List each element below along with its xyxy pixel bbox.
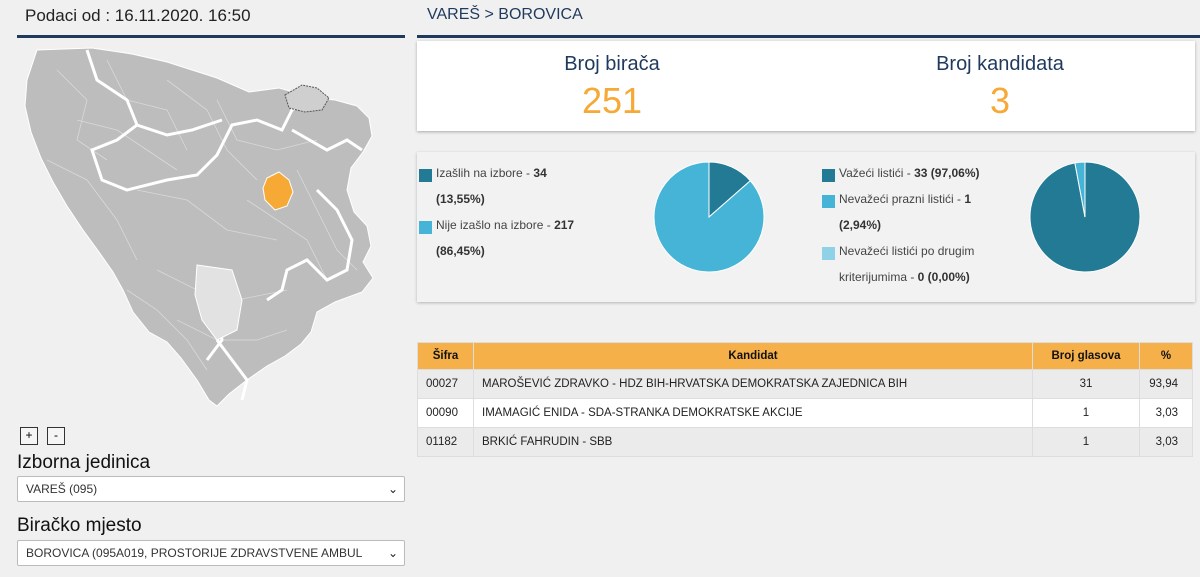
- cell-candidate: MAROŠEVIĆ ZDRAVKO - HDZ BIH-HRVATSKA DEM…: [473, 369, 1033, 399]
- cell-candidate: BRKIĆ FAHRUDIN - SBB: [473, 427, 1033, 457]
- legend-pct: (2,94%): [839, 218, 882, 232]
- biracko-mjesto-label: Biračko mjesto: [17, 515, 142, 536]
- legend-swatch: [822, 169, 835, 182]
- cell-votes: 1: [1032, 427, 1140, 457]
- column-header[interactable]: %: [1139, 342, 1193, 370]
- turnout-slice-1[interactable]: [653, 161, 765, 273]
- zoom-out-button[interactable]: -: [47, 427, 65, 445]
- biracko-mjesto-value: BOROVICA (095A019, PROSTORIJE ZDRAVSTVEN…: [26, 546, 363, 560]
- date-header: Podaci od : 16.11.2020. 16:50: [17, 0, 405, 38]
- biracko-mjesto-select[interactable]: BOROVICA (095A019, PROSTORIJE ZDRAVSTVEN…: [17, 540, 405, 566]
- table-row[interactable]: 00090 IMAMAGIĆ ENIDA - SDA-STRANKA DEMOK…: [417, 398, 1193, 428]
- legend-swatch: [822, 247, 835, 260]
- legend-value: 34: [533, 166, 547, 180]
- breadcrumb: VAREŠ > BOROVICA: [417, 0, 1200, 38]
- izborna-jedinica-select[interactable]: VAREŠ (095) ⌄: [17, 476, 405, 502]
- voters-label: Broj birača: [564, 53, 660, 75]
- candidates-label: Broj kandidata: [936, 53, 1064, 75]
- legend-item-valid[interactable]: Važeći listići - 33 (97,06%): [822, 160, 1022, 186]
- map-region-light[interactable]: [194, 264, 243, 341]
- pie-panel: Izašlih na izbore - 34 (13,55%) Nije iza…: [417, 152, 1195, 302]
- results-table: Šifra Kandidat Broj glasova % 00027 MARO…: [417, 342, 1193, 457]
- highlighted-municipality[interactable]: [262, 171, 294, 211]
- legend-item-turnout[interactable]: Izašlih na izbore - 34 (13,55%): [419, 160, 599, 212]
- chevron-down-icon: ⌄: [387, 482, 398, 496]
- cell-pct: 3,03: [1139, 398, 1193, 428]
- legend-swatch: [822, 195, 835, 208]
- legend-swatch: [419, 221, 432, 234]
- column-header[interactable]: Šifra: [417, 342, 474, 370]
- legend-value: 1: [964, 192, 972, 206]
- turnout-pie-chart[interactable]: [653, 161, 765, 273]
- candidates-stat: Broj kandidata 3: [805, 41, 1195, 122]
- legend-item-invalid-other[interactable]: Nevažeći listići po drugim kriterijumima…: [822, 238, 1022, 290]
- zoom-in-button[interactable]: +: [20, 427, 38, 445]
- stats-panel: Broj birača 251 Broj kandidata 3: [417, 41, 1195, 131]
- cell-votes: 1: [1032, 398, 1140, 428]
- breadcrumb-text: VAREŠ > BOROVICA: [427, 6, 583, 23]
- candidates-value: 3: [989, 80, 1011, 121]
- legend-text: Nije izašlo na izbore -: [436, 218, 555, 232]
- table-header-row: Šifra Kandidat Broj glasova %: [417, 342, 1193, 370]
- legend-pct: (13,55%): [436, 192, 485, 206]
- brcko-district[interactable]: [284, 84, 330, 113]
- region-map[interactable]: [17, 40, 405, 412]
- legend-swatch: [419, 169, 432, 182]
- ballots-pie-chart[interactable]: [1029, 161, 1141, 273]
- izborna-jedinica-label: Izborna jedinica: [17, 452, 151, 473]
- ballots-slice-1[interactable]: [1074, 161, 1086, 218]
- izborna-jedinica-value: VAREŠ (095): [26, 482, 98, 496]
- table-row[interactable]: 01182 BRKIĆ FAHRUDIN - SBB 1 3,03: [417, 427, 1193, 457]
- legend-item-blank[interactable]: Nevažeći prazni listići - 1 (2,94%): [822, 186, 1022, 238]
- legend-pct: (86,45%): [436, 244, 485, 258]
- left-panel: Podaci od : 16.11.2020. 16:50: [0, 0, 415, 577]
- bih-map-svg[interactable]: [17, 40, 405, 412]
- cell-pct: 93,94: [1139, 369, 1193, 399]
- legend-text: Nevažeći listići po drugim kriterijumima…: [839, 244, 975, 284]
- municipality-borders: [46, 59, 358, 371]
- legend-value: 0 (0,00%): [917, 270, 970, 284]
- column-header[interactable]: Kandidat: [473, 342, 1033, 370]
- legend-value: 217: [554, 218, 575, 232]
- legend-text: Nevažeći prazni listići -: [839, 192, 965, 206]
- date-label: Podaci od : 16.11.2020. 16:50: [25, 6, 251, 25]
- legend-value: 33 (97,06%): [914, 166, 980, 180]
- legend-text: Izašlih na izbore -: [436, 166, 534, 180]
- cell-code: 00090: [417, 398, 474, 428]
- table-row[interactable]: 00027 MAROŠEVIĆ ZDRAVKO - HDZ BIH-HRVATS…: [417, 369, 1193, 399]
- cell-votes: 31: [1032, 369, 1140, 399]
- voters-stat: Broj birača 251: [417, 41, 807, 122]
- cell-code: 01182: [417, 427, 474, 457]
- chevron-down-icon: ⌄: [387, 546, 398, 560]
- cell-pct: 3,03: [1139, 427, 1193, 457]
- cell-candidate: IMAMAGIĆ ENIDA - SDA-STRANKA DEMOKRATSKE…: [473, 398, 1033, 428]
- legend-text: Važeći listići -: [839, 166, 915, 180]
- voters-value: 251: [581, 80, 643, 121]
- entity-boundary: [85, 49, 363, 401]
- legend-item-no-turnout[interactable]: Nije izašlo na izbore - 217 (86,45%): [419, 212, 599, 264]
- cell-code: 00027: [417, 369, 474, 399]
- turnout-legend: Izašlih na izbore - 34 (13,55%) Nije iza…: [419, 160, 599, 264]
- column-header[interactable]: Broj glasova: [1032, 342, 1140, 370]
- ballots-legend: Važeći listići - 33 (97,06%) Nevažeći pr…: [822, 160, 1022, 290]
